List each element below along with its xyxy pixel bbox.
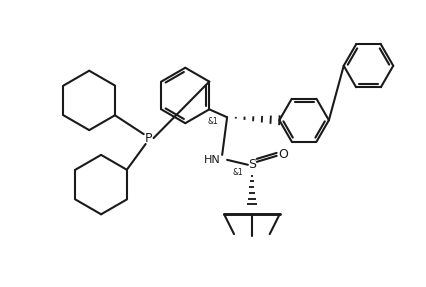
Text: &1: &1 <box>232 168 243 177</box>
Text: HN: HN <box>203 155 220 165</box>
Text: &1: &1 <box>207 117 218 126</box>
Text: P: P <box>144 131 152 145</box>
Text: O: O <box>278 148 288 161</box>
Text: S: S <box>248 158 255 171</box>
